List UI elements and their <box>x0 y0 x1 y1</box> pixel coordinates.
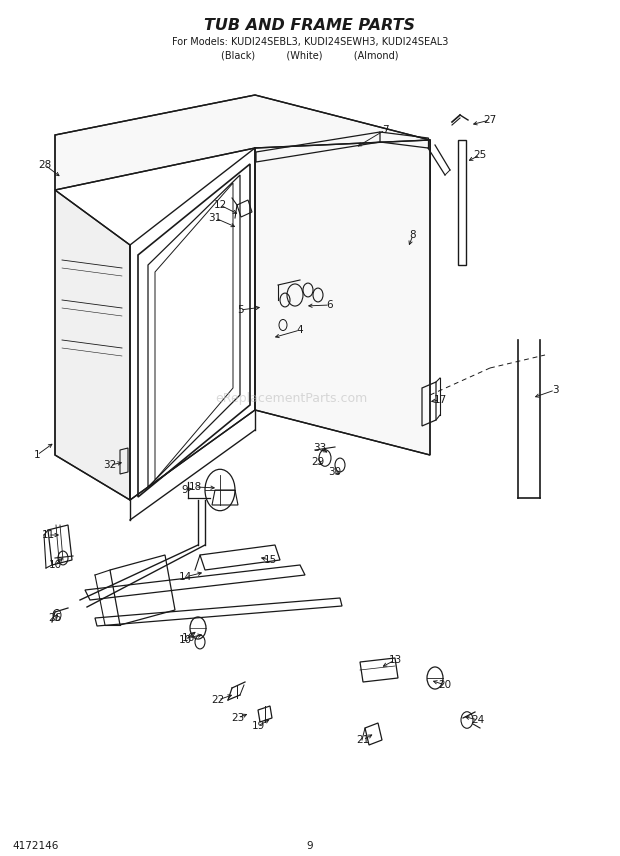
Text: 28: 28 <box>38 160 51 170</box>
Text: 30: 30 <box>329 467 342 477</box>
Text: 31: 31 <box>208 213 221 223</box>
Polygon shape <box>255 140 430 455</box>
Text: 21: 21 <box>356 735 370 745</box>
Text: 8: 8 <box>410 230 416 240</box>
Text: 10: 10 <box>48 560 61 570</box>
Text: 4172146: 4172146 <box>12 841 59 851</box>
Text: 19: 19 <box>251 721 265 731</box>
Text: 11: 11 <box>42 530 55 540</box>
Text: 18: 18 <box>188 482 202 492</box>
Text: 32: 32 <box>104 460 117 470</box>
Text: 22: 22 <box>211 695 224 705</box>
Text: 33: 33 <box>313 443 327 453</box>
Text: 9: 9 <box>182 485 188 495</box>
Text: 9: 9 <box>307 841 313 851</box>
Text: 10: 10 <box>179 635 192 645</box>
Text: 29: 29 <box>311 457 325 467</box>
Text: eReplacementParts.com: eReplacementParts.com <box>215 391 368 405</box>
Text: 12: 12 <box>213 200 227 210</box>
Text: 13: 13 <box>388 655 402 665</box>
Text: 20: 20 <box>438 680 451 690</box>
Text: 17: 17 <box>433 395 446 405</box>
Text: 4: 4 <box>297 325 303 335</box>
Text: 5: 5 <box>237 305 243 315</box>
Text: 7: 7 <box>382 125 388 135</box>
Polygon shape <box>55 95 430 190</box>
Text: 15: 15 <box>264 555 277 565</box>
Text: TUB AND FRAME PARTS: TUB AND FRAME PARTS <box>205 17 415 33</box>
Text: 3: 3 <box>552 385 559 395</box>
Text: 6: 6 <box>327 300 334 310</box>
Text: 26: 26 <box>48 613 61 623</box>
Text: (Black)          (White)          (Almond): (Black) (White) (Almond) <box>221 50 399 60</box>
Text: 25: 25 <box>474 150 487 160</box>
Text: 24: 24 <box>471 715 485 725</box>
Text: For Models: KUDI24SEBL3, KUDI24SEWH3, KUDI24SEAL3: For Models: KUDI24SEBL3, KUDI24SEWH3, KU… <box>172 37 448 47</box>
Text: 1: 1 <box>33 450 40 460</box>
Text: 23: 23 <box>231 713 245 723</box>
Text: 14: 14 <box>179 572 192 582</box>
Polygon shape <box>55 190 130 500</box>
Text: 16: 16 <box>182 633 195 643</box>
Text: 27: 27 <box>484 115 497 125</box>
